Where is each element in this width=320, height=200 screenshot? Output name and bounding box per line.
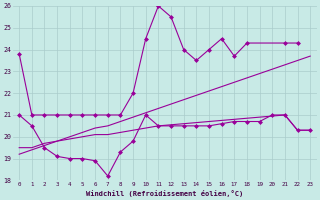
X-axis label: Windchill (Refroidissement éolien,°C): Windchill (Refroidissement éolien,°C): [86, 190, 243, 197]
